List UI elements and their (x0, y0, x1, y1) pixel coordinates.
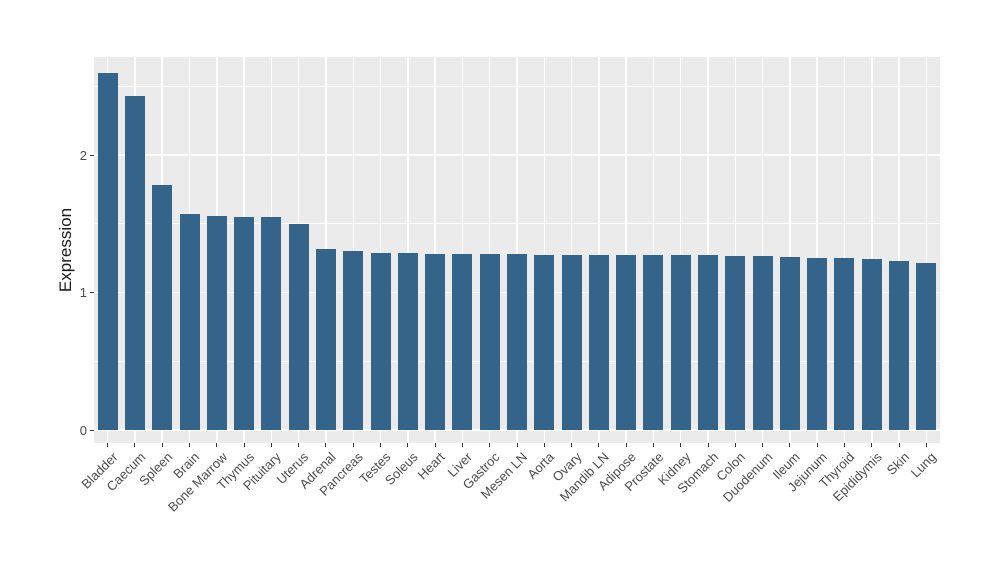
gridline-vertical (816, 57, 818, 443)
y-tick-mark (90, 154, 94, 156)
x-tick-mark (625, 443, 627, 447)
x-tick-mark (925, 443, 927, 447)
y-tick-label: 0 (79, 422, 87, 438)
x-tick-mark (434, 443, 436, 447)
gridline-vertical (598, 57, 600, 443)
x-tick-mark (843, 443, 845, 447)
x-tick-mark (380, 443, 382, 447)
bar-skin (889, 260, 910, 430)
x-tick-mark (898, 443, 900, 447)
bar-duodenum (752, 256, 773, 430)
gridline-vertical (461, 57, 464, 443)
gridline-vertical (761, 57, 764, 443)
x-tick-mark (598, 443, 600, 447)
gridline-vertical (734, 57, 737, 443)
y-tick-label: 2 (79, 147, 87, 163)
gridline-vertical (570, 57, 573, 443)
bar-ovary (561, 254, 582, 430)
bar-adrenal (315, 248, 336, 430)
x-tick-mark (270, 443, 272, 447)
x-tick-mark (734, 443, 736, 447)
gridline-vertical (516, 57, 518, 443)
bar-brain (179, 214, 200, 430)
x-tick-mark (571, 443, 573, 447)
bar-testes (370, 252, 391, 430)
x-tick-mark (816, 443, 818, 447)
x-tick-mark (161, 443, 163, 447)
bar-aorta (534, 254, 555, 430)
plot-panel (94, 57, 940, 443)
y-tick-mark (90, 292, 94, 293)
x-tick-mark (489, 443, 491, 447)
gridline-vertical (871, 57, 873, 443)
bar-mandib-ln (588, 254, 609, 430)
bar-epididymis (861, 258, 882, 430)
gridline-vertical (379, 57, 382, 443)
gridline-vertical (488, 57, 491, 443)
bar-soleus (397, 253, 418, 430)
x-tick-mark (216, 443, 218, 447)
gridline-vertical (925, 57, 928, 443)
x-tick-mark (543, 443, 545, 447)
x-tick-mark (680, 443, 682, 447)
bar-bladder (97, 72, 118, 430)
x-tick-label: Skin (883, 449, 912, 478)
bar-gastroc (479, 254, 500, 430)
bar-pituitary (261, 216, 282, 430)
x-tick-mark (298, 443, 300, 447)
y-tick-mark (90, 429, 94, 431)
gridline-vertical (707, 57, 709, 443)
gridline-vertical (679, 57, 682, 443)
bar-bone-marrow (206, 215, 227, 430)
bar-thyroid (834, 258, 855, 430)
gridline-vertical (434, 57, 436, 443)
gridline-vertical (652, 57, 655, 443)
x-tick-mark (243, 443, 245, 447)
bar-kidney (670, 255, 691, 430)
bar-ileum (779, 257, 800, 430)
x-tick-mark (762, 443, 764, 447)
y-tick-label: 1 (79, 285, 87, 300)
x-tick-mark (407, 443, 409, 447)
x-tick-mark (134, 443, 136, 447)
bar-caecum (124, 95, 145, 430)
bar-colon (725, 255, 746, 430)
gridline-vertical (789, 57, 791, 443)
bar-uterus (288, 223, 309, 430)
x-tick-mark (707, 443, 709, 447)
x-tick-mark (871, 443, 873, 447)
bar-adipose (616, 254, 637, 430)
bar-jejunum (807, 257, 828, 430)
bar-stomach (698, 255, 719, 430)
x-tick-mark (652, 443, 654, 447)
bar-pancreas (343, 251, 364, 430)
bar-prostate (643, 255, 664, 430)
x-tick-label: Heart (414, 449, 449, 483)
bar-liver (452, 254, 473, 430)
gridline-vertical (543, 57, 546, 443)
x-tick-mark (352, 443, 354, 447)
x-tick-mark (461, 443, 463, 447)
gridline-vertical (625, 57, 627, 443)
x-tick-mark (325, 443, 327, 447)
gridline-vertical (843, 57, 846, 443)
gridline-vertical (352, 57, 354, 443)
x-tick-mark (516, 443, 518, 447)
gridline-vertical (898, 57, 900, 443)
y-axis-title: Expression (56, 207, 75, 293)
bar-spleen (152, 185, 173, 430)
x-tick-mark (107, 443, 109, 447)
x-tick-mark (789, 443, 791, 447)
bar-heart (425, 254, 446, 430)
bar-lung (916, 262, 937, 430)
bar-thymus (234, 216, 255, 430)
x-tick-label: Lung (908, 449, 940, 481)
gridline-vertical (407, 57, 409, 443)
bar-mesen-ln (507, 254, 527, 430)
x-tick-mark (189, 443, 191, 447)
